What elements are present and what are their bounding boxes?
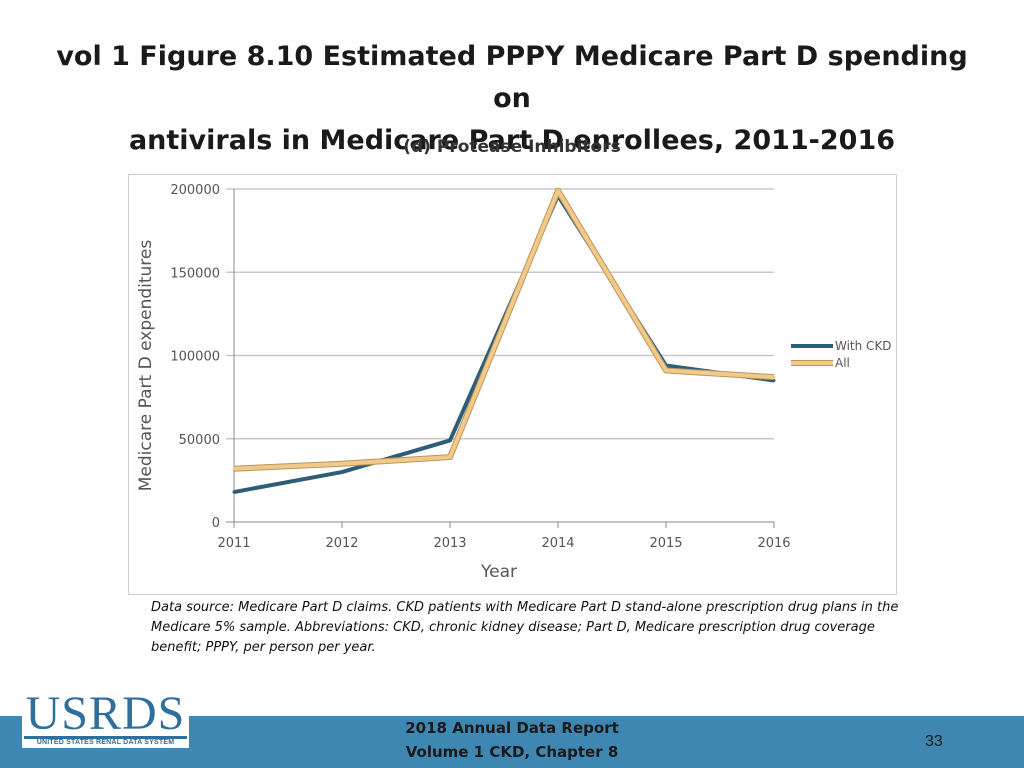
chart-title: (d) Protease Inhibitors	[403, 137, 621, 157]
y-tick-label-0: 0	[212, 516, 220, 531]
slide-title: vol 1 Figure 8.10 Estimated PPPY Medicar…	[40, 36, 984, 162]
page-number: 33	[925, 733, 943, 750]
series-point-with-ckd-2013	[448, 438, 452, 442]
series-point-all-2016	[772, 375, 776, 379]
x-tick-label-2016: 2016	[757, 536, 790, 551]
y-axis-title: Medicare Part D expenditures	[136, 240, 156, 492]
series-line-all	[233, 188, 775, 471]
y-tick-label-150000: 150000	[170, 266, 220, 281]
legend-label-with-ckd: With CKD	[835, 339, 892, 353]
series-line-outline-all	[233, 187, 775, 472]
y-tick-label-100000: 100000	[170, 350, 220, 365]
y-tick-label-200000: 200000	[170, 183, 220, 198]
series-point-all-2012	[340, 462, 344, 466]
slide-title-line-2: antivirals in Medicare Part D enrollees,…	[128, 125, 896, 156]
x-tick-label-2015: 2015	[649, 536, 682, 551]
series-point-with-ckd-2012	[340, 470, 344, 474]
series-point-all-2011	[232, 467, 236, 471]
series-point-with-ckd-2011	[232, 490, 236, 494]
x-tick-label-2011: 2011	[217, 536, 250, 551]
data-source-note: Data source: Medicare Part D claims. CKD…	[151, 600, 899, 655]
usrds-logo: USRDS UNITED STATES RENAL DATA SYSTEM	[22, 687, 189, 748]
logo-underline	[24, 736, 187, 739]
x-tick-label-2014: 2014	[541, 536, 574, 551]
x-tick-label-2012: 2012	[325, 536, 358, 551]
logo-subtext: UNITED STATES RENAL DATA SYSTEM	[36, 739, 175, 746]
footer-report-title: 2018 Annual Data Report	[405, 719, 619, 737]
footer-chapter: Volume 1 CKD, Chapter 8	[405, 743, 619, 761]
series-point-all-2014	[556, 189, 560, 193]
slide-title-line-1: vol 1 Figure 8.10 Estimated PPPY Medicar…	[56, 41, 968, 114]
series-line-with-ckd	[233, 193, 775, 494]
x-tick-label-2013: 2013	[433, 536, 466, 551]
line-chart: 0 50000 100000 150000 200000 2011 2012 2013 2014…	[136, 183, 892, 582]
logo-text: USRDS	[25, 687, 186, 740]
legend-label-all: All	[835, 356, 850, 370]
x-axis-title: Year	[480, 562, 517, 582]
chart-frame: 0 50000 100000 150000 200000 2011 2012 2013 2014…	[128, 174, 897, 595]
y-tick-label-50000: 50000	[179, 433, 220, 448]
series-point-all-2013	[448, 455, 452, 459]
series-point-all-2015	[664, 368, 668, 372]
